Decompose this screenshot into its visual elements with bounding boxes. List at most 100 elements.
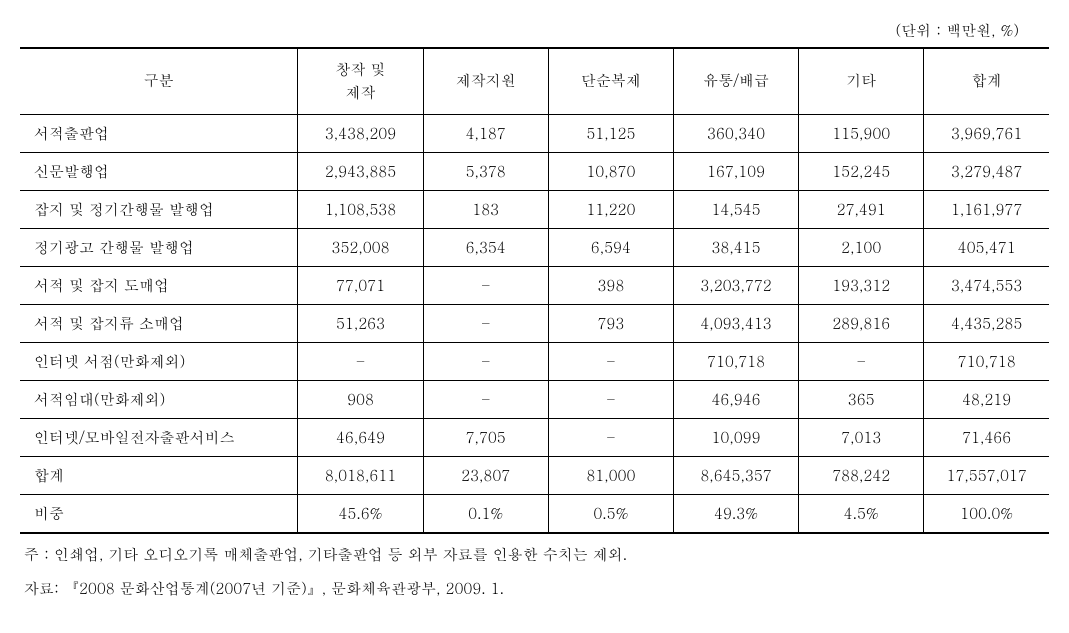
data-cell: 115,900 [799,115,924,153]
data-cell: – [799,343,924,381]
row-label: 신문발행업 [20,153,298,191]
data-cell: 17,557,017 [924,457,1049,495]
data-cell: 710,718 [924,343,1049,381]
row-label: 서적임대(만화제외) [20,381,298,419]
unit-label: (단위 : 백만원, %) [20,20,1049,41]
col-header-duplication: 단순복제 [548,48,673,115]
col-header-other: 기타 [799,48,924,115]
header-row: 구분 창작 및제작 제작지원 단순복제 유통/배급 기타 합계 [20,48,1049,115]
col-header-creation: 창작 및제작 [298,48,423,115]
data-cell: 3,279,487 [924,153,1049,191]
data-cell: 365 [799,381,924,419]
data-cell: – [423,381,548,419]
data-cell: 1,161,977 [924,191,1049,229]
data-cell: 710,718 [673,343,798,381]
row-label: 인터넷/모바일전자출판서비스 [20,419,298,457]
data-cell: 23,807 [423,457,548,495]
data-cell: 793 [548,305,673,343]
data-cell: – [298,343,423,381]
table-row: 서적임대(만화제외)908––46,94636548,219 [20,381,1049,419]
data-cell: 71,466 [924,419,1049,457]
data-cell: 193,312 [799,267,924,305]
data-cell: 167,109 [673,153,798,191]
data-cell: – [548,419,673,457]
data-cell: 788,242 [799,457,924,495]
row-label: 정기광고 간행물 발행업 [20,229,298,267]
data-cell: 3,438,209 [298,115,423,153]
data-cell: 183 [423,191,548,229]
table-row: 정기광고 간행물 발행업352,0086,3546,59438,4152,100… [20,229,1049,267]
table-row: 인터넷 서점(만화제외)–––710,718–710,718 [20,343,1049,381]
data-cell: 10,870 [548,153,673,191]
data-cell: – [423,343,548,381]
data-cell: 38,415 [673,229,798,267]
data-cell: 360,340 [673,115,798,153]
data-cell: – [423,305,548,343]
table-row: 신문발행업2,943,8855,37810,870167,109152,2453… [20,153,1049,191]
data-cell: 352,008 [298,229,423,267]
data-cell: 3,969,761 [924,115,1049,153]
data-cell: 4,093,413 [673,305,798,343]
data-cell: 398 [548,267,673,305]
data-cell: 11,220 [548,191,673,229]
table-body: 서적출판업3,438,2094,18751,125360,340115,9003… [20,115,1049,534]
data-cell: 3,474,553 [924,267,1049,305]
row-label: 비중 [20,495,298,534]
col-header-support: 제작지원 [423,48,548,115]
data-cell: 51,125 [548,115,673,153]
table-row: 서적 및 잡지류 소매업51,263–7934,093,413289,8164,… [20,305,1049,343]
table-row: 서적출판업3,438,2094,18751,125360,340115,9003… [20,115,1049,153]
table-row: 서적 및 잡지 도매업77,071–3983,203,772193,3123,4… [20,267,1049,305]
col-header-distribution: 유통/배급 [673,48,798,115]
data-cell: 49.3% [673,495,798,534]
row-label: 서적출판업 [20,115,298,153]
data-cell: 46,946 [673,381,798,419]
data-cell: 46,649 [298,419,423,457]
data-cell: 6,354 [423,229,548,267]
data-cell: 77,071 [298,267,423,305]
data-cell: 7,705 [423,419,548,457]
data-cell: – [423,267,548,305]
data-cell: – [548,343,673,381]
data-table: 구분 창작 및제작 제작지원 단순복제 유통/배급 기타 합계 서적출판업3,4… [20,47,1049,534]
data-cell: 908 [298,381,423,419]
data-cell: 4,187 [423,115,548,153]
data-cell: 289,816 [799,305,924,343]
data-cell: 14,545 [673,191,798,229]
table-row: 인터넷/모바일전자출판서비스46,6497,705–10,0997,01371,… [20,419,1049,457]
data-cell: 405,471 [924,229,1049,267]
col-header-category: 구분 [20,48,298,115]
data-cell: 100.0% [924,495,1049,534]
table-row: 합계8,018,61123,80781,0008,645,357788,2421… [20,457,1049,495]
data-cell: 0.5% [548,495,673,534]
table-row: 비중45.6%0.1%0.5%49.3%4.5%100.0% [20,495,1049,534]
row-label: 서적 및 잡지류 소매업 [20,305,298,343]
data-cell: 3,203,772 [673,267,798,305]
data-cell: – [548,381,673,419]
data-cell: 5,378 [423,153,548,191]
footnote-note: 주 : 인쇄업, 기타 오디오기록 매체출판업, 기타출판업 등 외부 자료를 … [20,542,1049,568]
data-cell: 0.1% [423,495,548,534]
data-cell: 7,013 [799,419,924,457]
data-cell: 6,594 [548,229,673,267]
data-cell: 1,108,538 [298,191,423,229]
footnote-source: 자료: 『2008 문화산업통계(2007년 기준)』, 문화체육관광부, 20… [20,576,1049,602]
data-cell: 2,943,885 [298,153,423,191]
data-cell: 2,100 [799,229,924,267]
data-cell: 27,491 [799,191,924,229]
table-row: 잡지 및 정기간행물 발행업1,108,53818311,22014,54527… [20,191,1049,229]
data-cell: 152,245 [799,153,924,191]
data-cell: 48,219 [924,381,1049,419]
data-cell: 51,263 [298,305,423,343]
data-cell: 8,645,357 [673,457,798,495]
data-cell: 10,099 [673,419,798,457]
row-label: 잡지 및 정기간행물 발행업 [20,191,298,229]
col-header-total: 합계 [924,48,1049,115]
data-cell: 8,018,611 [298,457,423,495]
data-cell: 45.6% [298,495,423,534]
row-label: 인터넷 서점(만화제외) [20,343,298,381]
row-label: 서적 및 잡지 도매업 [20,267,298,305]
row-label: 합계 [20,457,298,495]
data-cell: 4.5% [799,495,924,534]
data-cell: 81,000 [548,457,673,495]
